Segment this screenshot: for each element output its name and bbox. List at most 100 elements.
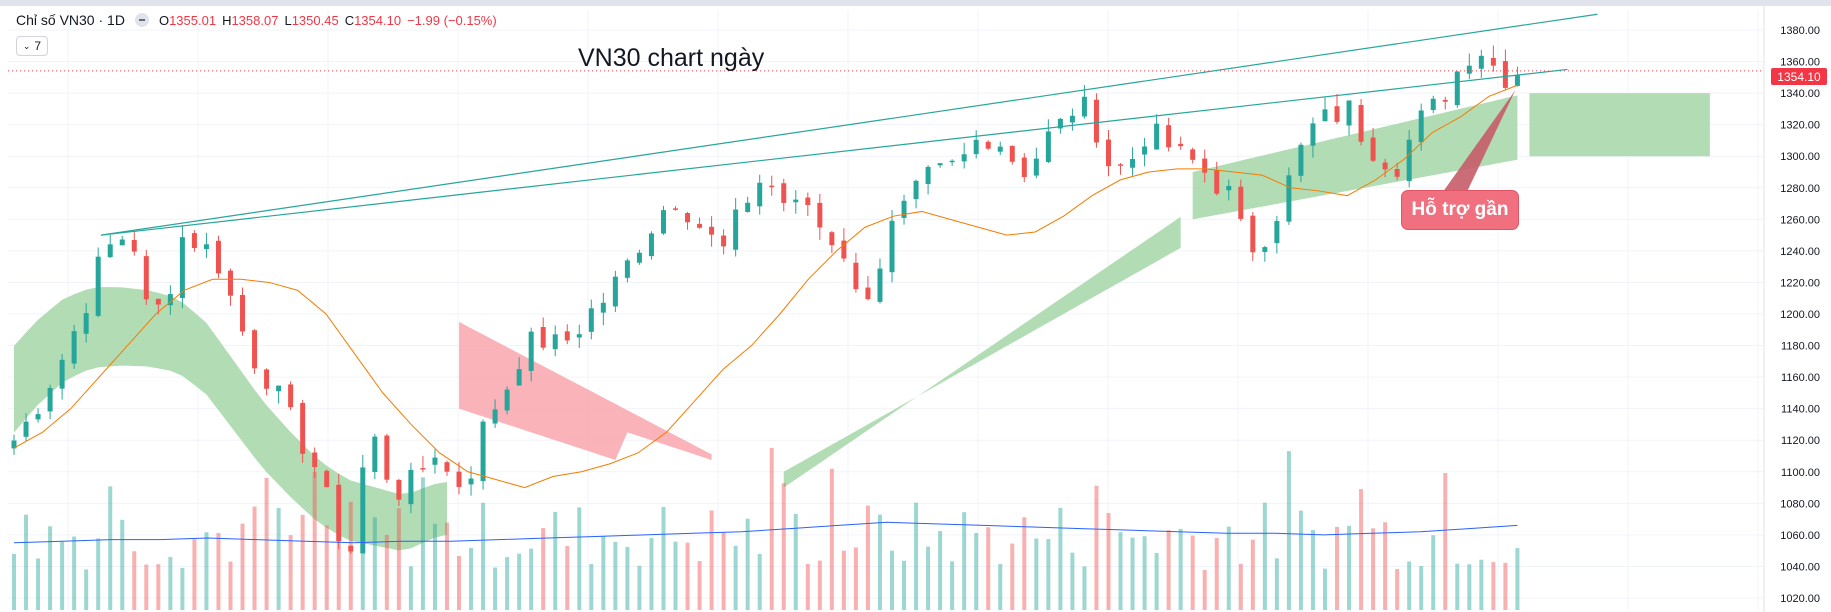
volume-bar (336, 539, 341, 610)
candle-body (829, 232, 835, 246)
candle-body (1310, 123, 1316, 146)
volume-bar (529, 548, 534, 610)
volume-bar (1298, 510, 1303, 610)
candle-body (131, 239, 137, 252)
price-axis[interactable]: 1020.00 1040.00 1060.00 1080.00 1100.00 1120.… (1780, 25, 1820, 605)
volume-bar (1431, 535, 1436, 610)
candle-body (1358, 105, 1364, 142)
volume-bar (481, 502, 486, 610)
volume-bar (986, 527, 991, 610)
candle-body (348, 545, 354, 552)
candle-body (264, 369, 270, 389)
candle-body (227, 270, 233, 296)
candle-body (468, 478, 474, 485)
volume-bar (276, 507, 281, 610)
trendlines[interactable] (100, 13, 1598, 236)
volume-bar (890, 550, 894, 610)
indicators-toggle-button[interactable]: ⌄ 7 (16, 36, 48, 56)
volume-bar (432, 523, 437, 610)
candle-body (1406, 139, 1412, 182)
trendline (100, 68, 1568, 236)
candle-body (793, 199, 799, 203)
candle-body (1262, 247, 1268, 252)
candle-body (1226, 185, 1232, 191)
candle-body (1190, 149, 1196, 160)
candle-body (1105, 139, 1111, 167)
volume-bar (84, 569, 89, 610)
volume-bar (1130, 537, 1135, 610)
candle-body (23, 421, 29, 437)
candle-body (1298, 144, 1304, 176)
volume-bar (781, 483, 786, 610)
volume-bar (1455, 563, 1460, 610)
candle-body (384, 435, 390, 480)
callout-support[interactable]: Hỗ trợ gần (1401, 190, 1519, 230)
volume-bar (613, 541, 618, 610)
volume-bar (1443, 473, 1448, 610)
volume-bar (541, 528, 546, 610)
candle-body (1166, 125, 1172, 148)
high-label: H (222, 12, 232, 28)
volume-bar (601, 536, 606, 610)
candle-body (1454, 71, 1460, 106)
cloud-bearish (459, 321, 712, 460)
volume-bar (312, 471, 317, 610)
price-axis-label: 1360.00 (1780, 57, 1820, 69)
candle-body (1093, 99, 1099, 143)
candle-body (1466, 65, 1472, 74)
volume-bar (1082, 566, 1087, 610)
candle-body (973, 139, 979, 155)
candle-body (636, 252, 642, 263)
candle-body (408, 469, 414, 505)
volume-bar (1118, 532, 1123, 610)
volume-bar (324, 525, 329, 610)
volume-bar (469, 547, 474, 610)
volume-bar (1010, 543, 1015, 610)
volume-bar (1274, 558, 1279, 610)
volume-bar (926, 546, 931, 610)
volume-bar (938, 531, 943, 610)
annotation-title[interactable]: VN30 chart ngày (578, 44, 765, 72)
volume-bar (589, 564, 594, 610)
price-axis-label: 1200.00 (1780, 309, 1820, 321)
candle-body (721, 235, 727, 247)
volume-bar (36, 558, 41, 610)
volume-bar (1166, 530, 1171, 610)
volume-bar (914, 502, 919, 610)
candle-body (240, 294, 246, 332)
candle-body (600, 302, 606, 313)
candle-body (167, 294, 173, 306)
callout-pointer (1440, 89, 1516, 196)
volume-bar (1359, 489, 1364, 610)
volume-bar (974, 533, 979, 610)
candle-body (35, 414, 41, 420)
volume-bar (24, 514, 29, 610)
candle-body (1154, 123, 1160, 150)
candle-body (1322, 109, 1328, 122)
volume-bar (1214, 537, 1219, 610)
volume-bar (1322, 568, 1327, 610)
volume-bar (1515, 548, 1520, 610)
candle-body (276, 385, 282, 392)
candle-body (745, 202, 751, 212)
volume-bar (1238, 563, 1243, 610)
volume-bar (1467, 564, 1472, 610)
volume-bar (1250, 539, 1255, 610)
volume-bar (661, 506, 666, 610)
low-label: L (284, 12, 292, 28)
candle-body (588, 308, 594, 332)
volume-bar (853, 547, 858, 610)
price-axis-label: 1380.00 (1780, 25, 1820, 37)
volume-bar (517, 553, 522, 610)
candle-body (119, 239, 125, 246)
volume-bar (180, 567, 185, 610)
volume-bar (1335, 526, 1340, 610)
symbol-title[interactable]: Chỉ số VN30 · 1D (16, 12, 125, 28)
menu-icon[interactable] (134, 13, 149, 27)
candle-body (949, 160, 955, 163)
volume-bar (444, 522, 449, 610)
candle-body (420, 468, 426, 470)
candle-body (612, 276, 618, 307)
volume-bar (902, 560, 907, 610)
